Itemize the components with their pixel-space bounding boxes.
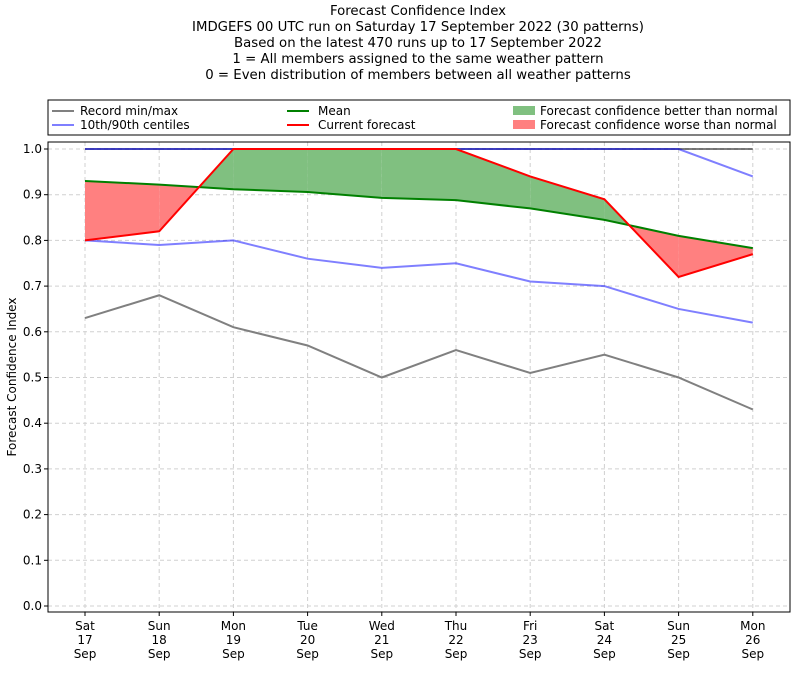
- better-than-normal-fill: [233, 149, 308, 192]
- worse-than-normal-fill: [678, 235, 753, 277]
- fills: [85, 149, 753, 277]
- x-tick-label: Sep: [148, 647, 171, 661]
- p10-line: [84, 239, 753, 324]
- series-lines: [84, 148, 754, 411]
- y-tick-label: 0.8: [23, 233, 42, 247]
- record-min-line: [84, 294, 754, 411]
- y-tick-label: 0.2: [23, 508, 42, 522]
- x-tick-label: Sep: [74, 647, 97, 661]
- chart-subtitle-1: IMDGEFS 00 UTC run on Saturday 17 Septem…: [192, 20, 644, 35]
- x-tick-label: 20: [300, 633, 315, 647]
- legend-worse-swatch: [513, 120, 535, 129]
- x-tick-label: 18: [152, 633, 167, 647]
- mean-line: [84, 179, 753, 250]
- x-tick-label: Sep: [593, 647, 616, 661]
- x-tick-label: Mon: [740, 619, 765, 633]
- y-tick-label: 0.7: [23, 279, 42, 293]
- better-than-normal-fill: [381, 149, 456, 201]
- legend-better-swatch: [513, 106, 535, 115]
- y-tick-label: 0.4: [23, 416, 42, 430]
- y-tick-label: 0.6: [23, 325, 42, 339]
- x-tick-label: Tue: [296, 619, 318, 633]
- legend-current: Current forecast: [318, 118, 416, 132]
- x-tick-label: Sat: [595, 619, 615, 633]
- worse-than-normal-fill: [85, 180, 160, 241]
- y-tick-label: 0.3: [23, 462, 42, 476]
- x-tick-label: Sun: [667, 619, 690, 633]
- chart-title: Forecast Confidence Index: [329, 4, 507, 19]
- legend-mean: Mean: [318, 104, 351, 118]
- x-tick-label: Sep: [370, 647, 393, 661]
- legend-record: Record min/max: [80, 104, 178, 118]
- chart-titles: Forecast Confidence Index IMDGEFS 00 UTC…: [0, 4, 800, 84]
- x-tick-label: 17: [77, 633, 92, 647]
- better-than-normal-fill: [307, 149, 382, 198]
- legend-centiles: 10th/90th centiles: [80, 118, 190, 132]
- x-tick-label: 23: [523, 633, 538, 647]
- y-tick-label: 1.0: [23, 142, 42, 156]
- y-axis-label: Forecast Confidence Index: [5, 298, 19, 457]
- chart-subtitle-2: Based on the latest 470 runs up to 17 Se…: [234, 36, 602, 51]
- x-tick-label: Sat: [75, 619, 95, 633]
- x-tick-label: 26: [745, 633, 760, 647]
- legend: Record min/max 10th/90th centiles Mean C…: [47, 99, 791, 136]
- x-tick-label: Sep: [222, 647, 245, 661]
- x-tick-label: 24: [597, 633, 612, 647]
- y-tick-label: 0.5: [23, 371, 42, 385]
- x-tick-label: Sep: [445, 647, 468, 661]
- x-tick-label: 22: [448, 633, 463, 647]
- y-tick-label: 0.1: [23, 553, 42, 567]
- x-tick-label: 19: [226, 633, 241, 647]
- legend-better: Forecast confidence better than normal: [540, 104, 778, 118]
- x-tick-label: Sep: [667, 647, 690, 661]
- x-tick-label: Thu: [444, 619, 468, 633]
- y-tick-label: 0.0: [23, 599, 42, 613]
- y-tick-label: 0.9: [23, 188, 42, 202]
- x-tick-label: Sep: [741, 647, 764, 661]
- current-forecast-line: [84, 148, 754, 279]
- legend-worse: Forecast confidence worse than normal: [540, 118, 777, 132]
- x-tick-label: Sun: [148, 619, 171, 633]
- better-than-normal-fill: [456, 149, 531, 209]
- chart-subtitle-4: 0 = Even distribution of members between…: [205, 68, 631, 83]
- better-than-normal-fill: [530, 176, 605, 220]
- x-tick-label: Sep: [296, 647, 319, 661]
- axes: 0.00.10.20.30.40.50.60.70.80.91.0Sat17Se…: [23, 141, 791, 661]
- x-tick-label: Wed: [369, 619, 395, 633]
- x-tick-label: Mon: [221, 619, 246, 633]
- x-tick-label: 21: [374, 633, 389, 647]
- x-tick-label: 25: [671, 633, 686, 647]
- x-tick-label: Fri: [523, 619, 537, 633]
- chart-subtitle-3: 1 = All members assigned to the same wea…: [232, 52, 604, 67]
- x-tick-label: Sep: [519, 647, 542, 661]
